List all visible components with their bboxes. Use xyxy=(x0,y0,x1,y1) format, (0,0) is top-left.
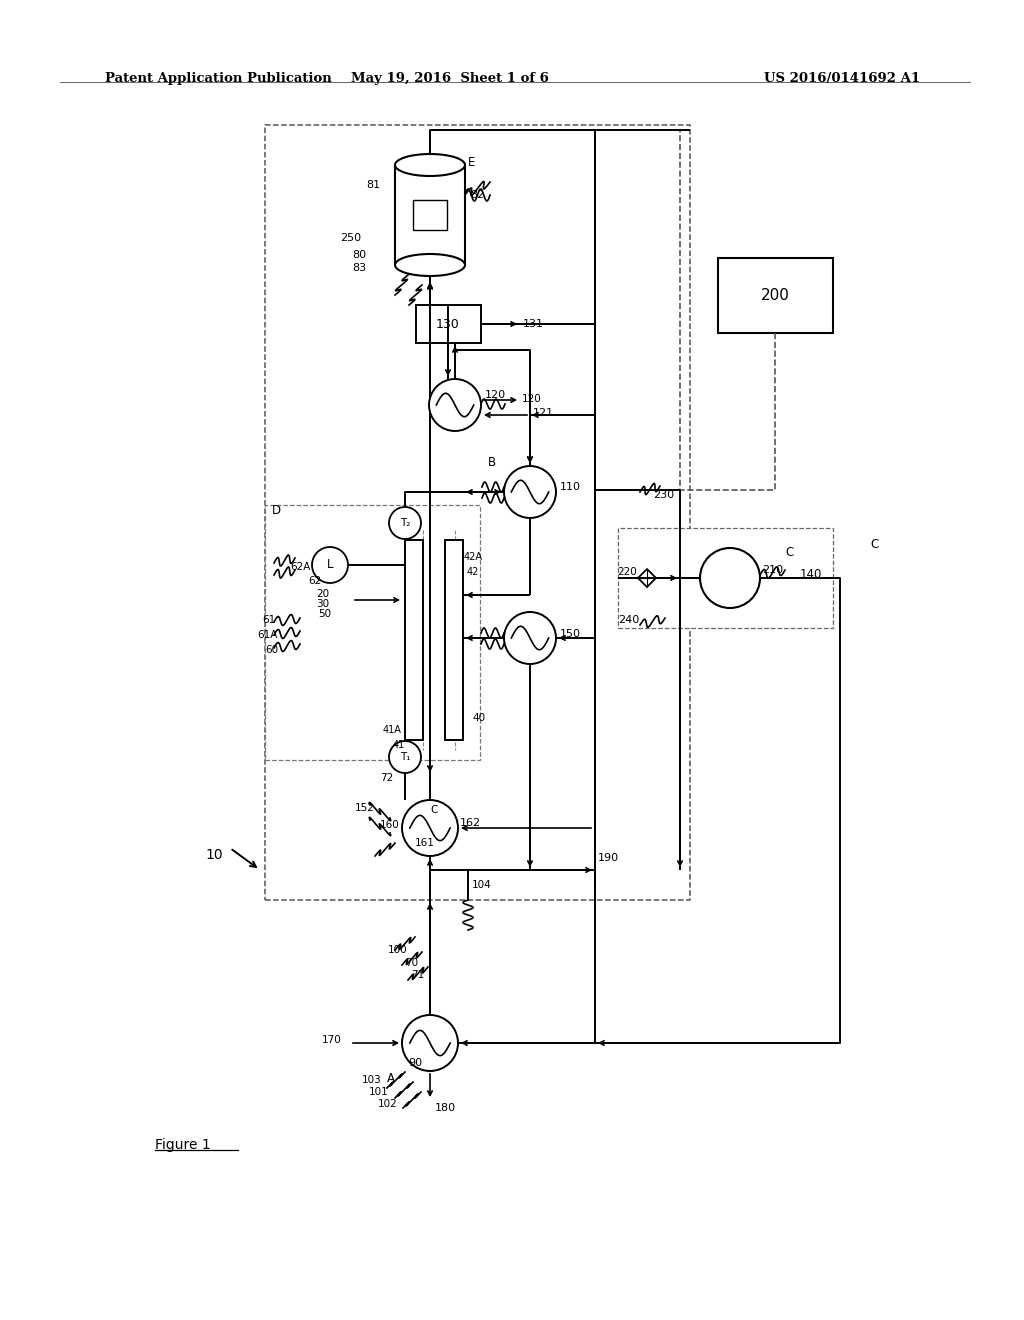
Text: D: D xyxy=(272,503,282,516)
Text: 61: 61 xyxy=(262,615,275,624)
Ellipse shape xyxy=(395,253,465,276)
Circle shape xyxy=(504,612,556,664)
Text: 220: 220 xyxy=(617,568,637,577)
Text: C: C xyxy=(430,805,437,814)
Text: 230: 230 xyxy=(653,490,674,500)
Text: 250: 250 xyxy=(340,234,361,243)
Text: 41A: 41A xyxy=(383,725,401,735)
Text: 180: 180 xyxy=(435,1104,456,1113)
Text: 161: 161 xyxy=(415,838,435,847)
Text: 81: 81 xyxy=(366,180,380,190)
Text: 140: 140 xyxy=(800,569,822,582)
Circle shape xyxy=(402,1015,458,1071)
Text: 42A: 42A xyxy=(464,552,483,562)
Text: 61A: 61A xyxy=(257,630,278,640)
Text: L: L xyxy=(327,558,333,572)
Text: 62: 62 xyxy=(308,576,322,586)
Bar xyxy=(265,125,690,900)
Text: 130: 130 xyxy=(436,318,460,330)
Circle shape xyxy=(389,507,421,539)
Bar xyxy=(718,257,833,333)
Text: 104: 104 xyxy=(472,880,492,890)
Text: 20: 20 xyxy=(316,589,329,599)
Text: 162: 162 xyxy=(460,818,481,828)
Bar xyxy=(416,305,481,343)
Text: C: C xyxy=(785,546,794,560)
Circle shape xyxy=(402,800,458,855)
Text: 150: 150 xyxy=(560,630,581,639)
Text: 103: 103 xyxy=(362,1074,382,1085)
Text: 60: 60 xyxy=(265,645,279,655)
Text: Figure 1: Figure 1 xyxy=(155,1138,211,1152)
Text: 210: 210 xyxy=(762,565,783,576)
Text: 70: 70 xyxy=(406,958,418,968)
Text: 90: 90 xyxy=(408,1059,422,1068)
Text: T₂: T₂ xyxy=(399,517,411,528)
Text: 121: 121 xyxy=(534,408,554,418)
Text: Patent Application Publication: Patent Application Publication xyxy=(105,73,332,84)
Bar xyxy=(265,506,480,760)
Text: 200: 200 xyxy=(761,289,790,304)
Text: 50: 50 xyxy=(318,609,331,619)
Text: 71: 71 xyxy=(411,970,424,979)
Text: 62A: 62A xyxy=(290,562,310,572)
Text: 101: 101 xyxy=(369,1086,389,1097)
Text: 10: 10 xyxy=(205,847,222,862)
Text: 100: 100 xyxy=(388,945,408,954)
Bar xyxy=(413,201,447,230)
Text: 240: 240 xyxy=(618,615,639,624)
Text: 120: 120 xyxy=(485,389,506,400)
Circle shape xyxy=(389,741,421,774)
Text: T₁: T₁ xyxy=(399,752,411,762)
Circle shape xyxy=(700,548,760,609)
Text: 102: 102 xyxy=(378,1100,397,1109)
Text: 72: 72 xyxy=(380,774,393,783)
Circle shape xyxy=(312,546,348,583)
Circle shape xyxy=(429,379,481,432)
Text: 82: 82 xyxy=(470,190,484,201)
Text: 30: 30 xyxy=(316,599,329,609)
Text: 40: 40 xyxy=(472,713,485,723)
Text: US 2016/0141692 A1: US 2016/0141692 A1 xyxy=(764,73,920,84)
Text: 152: 152 xyxy=(355,803,375,813)
Text: C: C xyxy=(870,539,879,552)
Bar xyxy=(445,540,463,741)
Text: 110: 110 xyxy=(560,482,581,492)
Bar xyxy=(618,528,833,628)
Text: 160: 160 xyxy=(380,820,399,830)
Circle shape xyxy=(504,466,556,517)
Text: 41: 41 xyxy=(393,741,406,750)
Text: B: B xyxy=(488,455,496,469)
Text: 190: 190 xyxy=(598,853,620,863)
Bar xyxy=(406,540,423,741)
Text: May 19, 2016  Sheet 1 of 6: May 19, 2016 Sheet 1 of 6 xyxy=(351,73,549,84)
Text: 80: 80 xyxy=(352,249,367,260)
Text: 42: 42 xyxy=(467,568,479,577)
Text: E: E xyxy=(468,156,475,169)
Text: 170: 170 xyxy=(322,1035,342,1045)
Text: 131: 131 xyxy=(523,319,544,329)
Ellipse shape xyxy=(395,154,465,176)
Text: 83: 83 xyxy=(352,263,367,273)
Text: 120: 120 xyxy=(522,393,542,404)
Text: A: A xyxy=(387,1072,395,1085)
